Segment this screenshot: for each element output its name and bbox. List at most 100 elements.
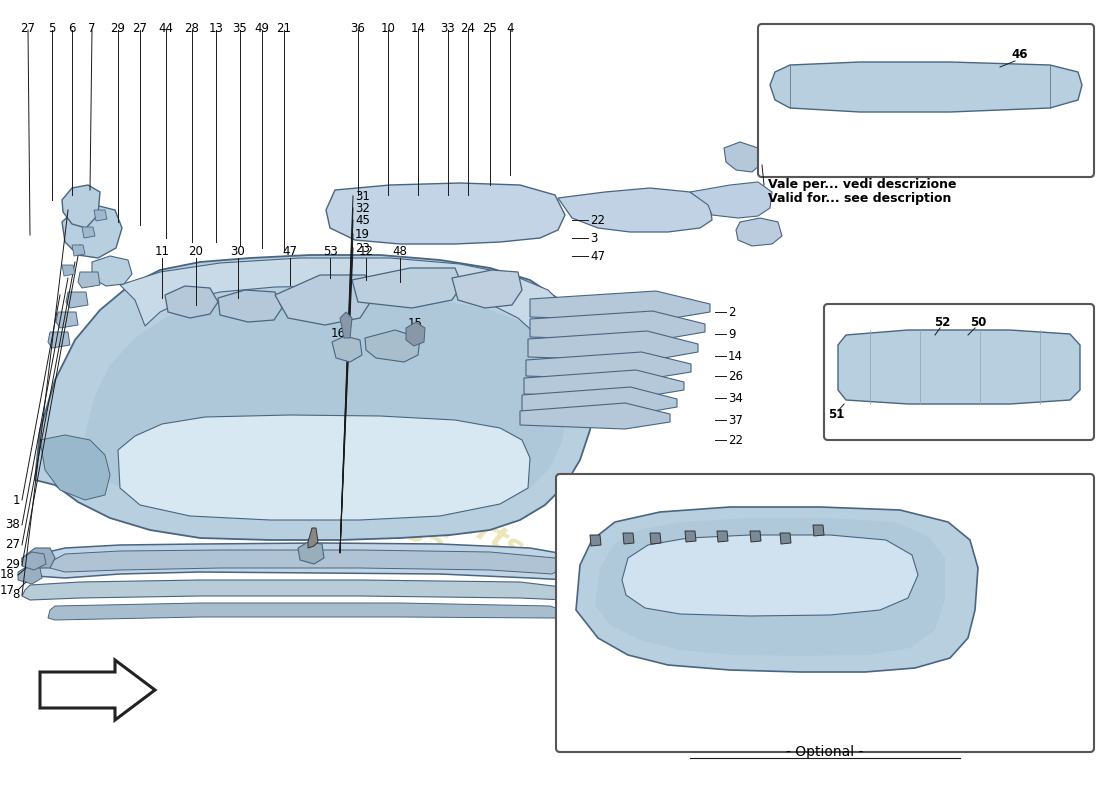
- Polygon shape: [780, 533, 791, 544]
- Text: 1: 1: [12, 494, 20, 506]
- Polygon shape: [770, 62, 1082, 112]
- Polygon shape: [66, 292, 88, 308]
- Polygon shape: [685, 531, 696, 542]
- Polygon shape: [22, 580, 572, 600]
- Polygon shape: [92, 256, 132, 286]
- Polygon shape: [558, 188, 712, 232]
- Polygon shape: [165, 286, 218, 318]
- Text: 20: 20: [188, 245, 204, 258]
- Polygon shape: [650, 533, 661, 544]
- Text: 47: 47: [590, 250, 605, 262]
- Polygon shape: [326, 183, 565, 244]
- Polygon shape: [736, 218, 782, 246]
- Polygon shape: [530, 291, 710, 321]
- Polygon shape: [72, 245, 85, 256]
- Polygon shape: [838, 330, 1080, 404]
- Text: 5: 5: [48, 22, 56, 35]
- FancyBboxPatch shape: [824, 304, 1094, 440]
- Text: 30: 30: [231, 245, 245, 258]
- Polygon shape: [35, 255, 595, 540]
- Polygon shape: [80, 295, 568, 517]
- Text: 40: 40: [779, 477, 795, 490]
- Text: 31: 31: [355, 190, 370, 202]
- Text: 43: 43: [627, 477, 644, 490]
- Polygon shape: [308, 528, 318, 548]
- Polygon shape: [522, 387, 676, 415]
- Text: 29: 29: [6, 558, 20, 571]
- Text: a passion for parts
since 1985: a passion for parts since 1985: [212, 386, 528, 594]
- Text: 10: 10: [381, 22, 395, 35]
- Text: 46: 46: [1012, 49, 1028, 62]
- Text: 47: 47: [283, 245, 297, 258]
- Polygon shape: [22, 543, 580, 580]
- Polygon shape: [623, 533, 634, 544]
- Text: 27: 27: [21, 22, 35, 35]
- Polygon shape: [62, 265, 75, 276]
- Polygon shape: [40, 660, 155, 720]
- Text: 49: 49: [254, 22, 270, 35]
- Text: 41: 41: [654, 477, 671, 490]
- Text: 18: 18: [0, 569, 15, 582]
- Polygon shape: [750, 531, 761, 542]
- Text: 2: 2: [728, 306, 736, 318]
- Text: 48: 48: [393, 245, 407, 258]
- Polygon shape: [576, 507, 978, 672]
- Text: 37: 37: [728, 414, 743, 426]
- Text: 14: 14: [728, 350, 743, 362]
- Polygon shape: [22, 552, 46, 570]
- Text: 21: 21: [276, 22, 292, 35]
- Text: 36: 36: [351, 22, 365, 35]
- Text: 43: 43: [748, 477, 764, 490]
- Text: 6: 6: [68, 22, 76, 35]
- Polygon shape: [22, 548, 55, 568]
- Polygon shape: [590, 535, 601, 546]
- Polygon shape: [524, 370, 684, 398]
- Text: 8: 8: [12, 589, 20, 602]
- Polygon shape: [452, 270, 522, 308]
- Text: 11: 11: [154, 245, 169, 258]
- Polygon shape: [690, 182, 772, 218]
- Polygon shape: [340, 312, 352, 338]
- Polygon shape: [520, 403, 670, 429]
- Text: 51: 51: [828, 407, 844, 421]
- Polygon shape: [218, 290, 282, 322]
- Polygon shape: [78, 272, 100, 288]
- Text: 4: 4: [506, 22, 514, 35]
- Polygon shape: [621, 535, 918, 616]
- Polygon shape: [406, 322, 425, 346]
- FancyBboxPatch shape: [758, 24, 1094, 177]
- Text: 39: 39: [595, 477, 612, 490]
- Polygon shape: [120, 258, 580, 385]
- Text: 17: 17: [0, 583, 15, 597]
- Text: Vale per... vedi descrizione: Vale per... vedi descrizione: [768, 178, 957, 191]
- Text: 1: 1: [816, 477, 824, 490]
- Text: 16: 16: [330, 327, 345, 340]
- Polygon shape: [724, 142, 760, 172]
- Text: 14: 14: [410, 22, 426, 35]
- Text: 43: 43: [686, 477, 703, 490]
- Text: 44: 44: [158, 22, 174, 35]
- Text: - Optional -: - Optional -: [786, 745, 864, 759]
- Text: Valid for... see description: Valid for... see description: [768, 192, 952, 205]
- Text: 33: 33: [441, 22, 455, 35]
- Polygon shape: [813, 525, 824, 536]
- Text: 26: 26: [728, 370, 743, 382]
- Text: 27: 27: [6, 538, 20, 551]
- Polygon shape: [275, 275, 375, 325]
- Text: 9: 9: [728, 327, 736, 341]
- Text: 24: 24: [461, 22, 475, 35]
- Text: 29: 29: [110, 22, 125, 35]
- Text: 32: 32: [355, 202, 370, 214]
- Text: 38: 38: [6, 518, 20, 531]
- Polygon shape: [332, 336, 362, 362]
- Text: 25: 25: [483, 22, 497, 35]
- Polygon shape: [94, 210, 107, 221]
- Polygon shape: [48, 332, 70, 348]
- Polygon shape: [595, 518, 945, 656]
- Text: 12: 12: [359, 245, 374, 258]
- Polygon shape: [40, 435, 110, 500]
- Polygon shape: [62, 185, 100, 228]
- Text: 22: 22: [728, 434, 743, 446]
- Polygon shape: [365, 330, 420, 362]
- Polygon shape: [530, 311, 705, 341]
